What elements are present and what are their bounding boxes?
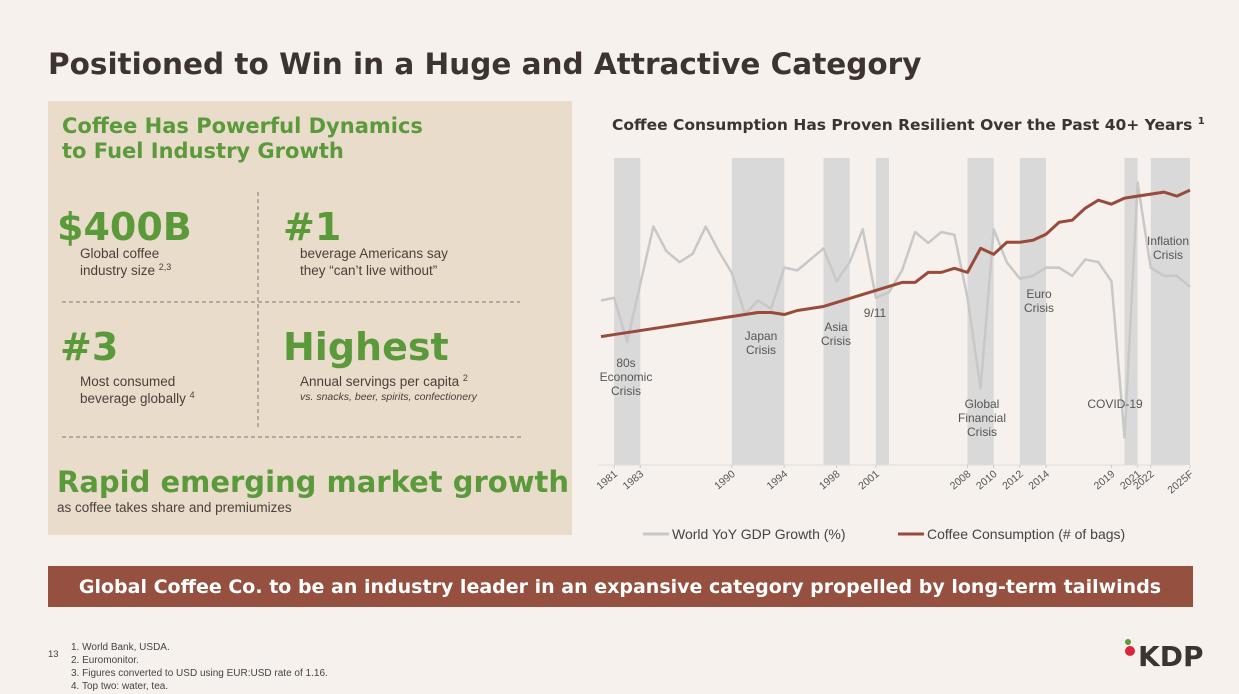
panel [48, 101, 572, 535]
crisis-label: COVID-19 [1087, 397, 1143, 411]
superscript: 1 [1198, 116, 1205, 127]
stat-value: $400B [57, 205, 192, 249]
crisis-band [1150, 158, 1190, 465]
growth-note: as coffee takes share and premiumizes [57, 500, 292, 515]
crisis-label: Crisis [821, 334, 851, 348]
crisis-label: Crisis [967, 425, 997, 439]
legend-label: Coffee Consumption (# of bags) [927, 526, 1125, 542]
stat-text: beverage Americans say [300, 246, 448, 261]
crisis-band [823, 158, 850, 465]
growth-heading: Rapid emerging market growth [57, 465, 569, 499]
slide-title: Positioned to Win in a Huge and Attracti… [48, 47, 921, 81]
x-tick-label: 1994 [765, 468, 791, 492]
x-tick-label: 1990 [712, 468, 738, 492]
stat-text: they “can’t live without” [300, 263, 437, 278]
logo-mark [1125, 646, 1135, 656]
stat-text: industry size 2,3 [80, 262, 171, 278]
stat-value: #1 [283, 205, 341, 249]
series-line [600, 181, 1191, 439]
x-tick-label: 2019 [1092, 468, 1118, 492]
crisis-label: Euro [1026, 287, 1052, 301]
panel-heading: Coffee Has Powerful Dynamics [62, 114, 423, 138]
crisis-label: 9/11 [864, 306, 887, 320]
crisis-band [875, 158, 889, 465]
x-tick-label: 2012 [1000, 468, 1026, 492]
crisis-band [1019, 158, 1047, 465]
stat-value: Highest [283, 325, 449, 369]
crisis-label: Asia [824, 320, 848, 334]
x-tick-label: 2025F [1165, 468, 1196, 496]
logo-mark [1125, 639, 1131, 645]
stat-note: vs. snacks, beer, spirits, confectionery [300, 391, 478, 403]
page-number: 13 [48, 649, 59, 660]
crisis-label: Global [965, 397, 1000, 411]
superscript: 4 [190, 390, 195, 400]
x-tick-label: 1983 [621, 468, 647, 492]
superscript: 2,3 [159, 262, 172, 272]
stat-text: Annual servings per capita [300, 374, 460, 389]
stat-text: Most consumed [80, 374, 175, 389]
chart-title: Coffee Consumption Has Proven Resilient … [612, 116, 1205, 134]
crisis-label: 80s [616, 356, 635, 370]
crisis-label: Inflation [1147, 234, 1189, 248]
stat-text: beverage globally [80, 391, 186, 406]
x-tick-label: 2001 [856, 468, 882, 492]
logo: KDP [1138, 640, 1203, 673]
stat-value: #3 [60, 325, 118, 369]
x-tick-label: 2008 [948, 468, 974, 492]
footnote: 3. Figures converted to USD using EUR:US… [71, 668, 328, 679]
crisis-label: Crisis [746, 343, 776, 357]
stat-text: Global coffee [80, 246, 159, 261]
footnote: 1. World Bank, USDA. [71, 642, 170, 653]
footnote: 2. Euromonitor. [71, 655, 139, 666]
crisis-label: Financial [958, 411, 1006, 425]
series-line [600, 188, 1191, 339]
x-tick-label: 1981 [594, 468, 620, 492]
crisis-band [967, 158, 994, 465]
x-tick-label: 2010 [974, 468, 1000, 492]
chart-title: Coffee Consumption Has Proven Resilient … [612, 116, 1192, 134]
chart: World YoY GDP Growth (%) Coffee Consumpti… [594, 158, 1196, 542]
stat-text: Annual servings per capita 2 [300, 373, 468, 389]
legend-label: World YoY GDP Growth (%) [672, 526, 846, 542]
banner [48, 566, 1193, 607]
stat-text: beverage globally 4 [80, 390, 195, 406]
crisis-label: Economic [600, 370, 653, 384]
stat-text: industry size [80, 263, 155, 278]
panel-heading: to Fuel Industry Growth [62, 139, 344, 163]
footnotes: 1. World Bank, USDA. 2. Euromonitor. 3. … [71, 642, 328, 692]
x-tick-label: 1998 [817, 468, 843, 492]
banner-text: Global Coffee Co. to be an industry lead… [79, 576, 1161, 598]
crisis-label: Crisis [1153, 248, 1183, 262]
crisis-label: Crisis [1024, 301, 1054, 315]
footnote: 4. Top two: water, tea. [71, 681, 168, 692]
x-tick-label: 2014 [1026, 468, 1052, 492]
superscript: 2 [463, 373, 468, 383]
crisis-label: Crisis [611, 384, 641, 398]
crisis-label: Japan [745, 329, 778, 343]
